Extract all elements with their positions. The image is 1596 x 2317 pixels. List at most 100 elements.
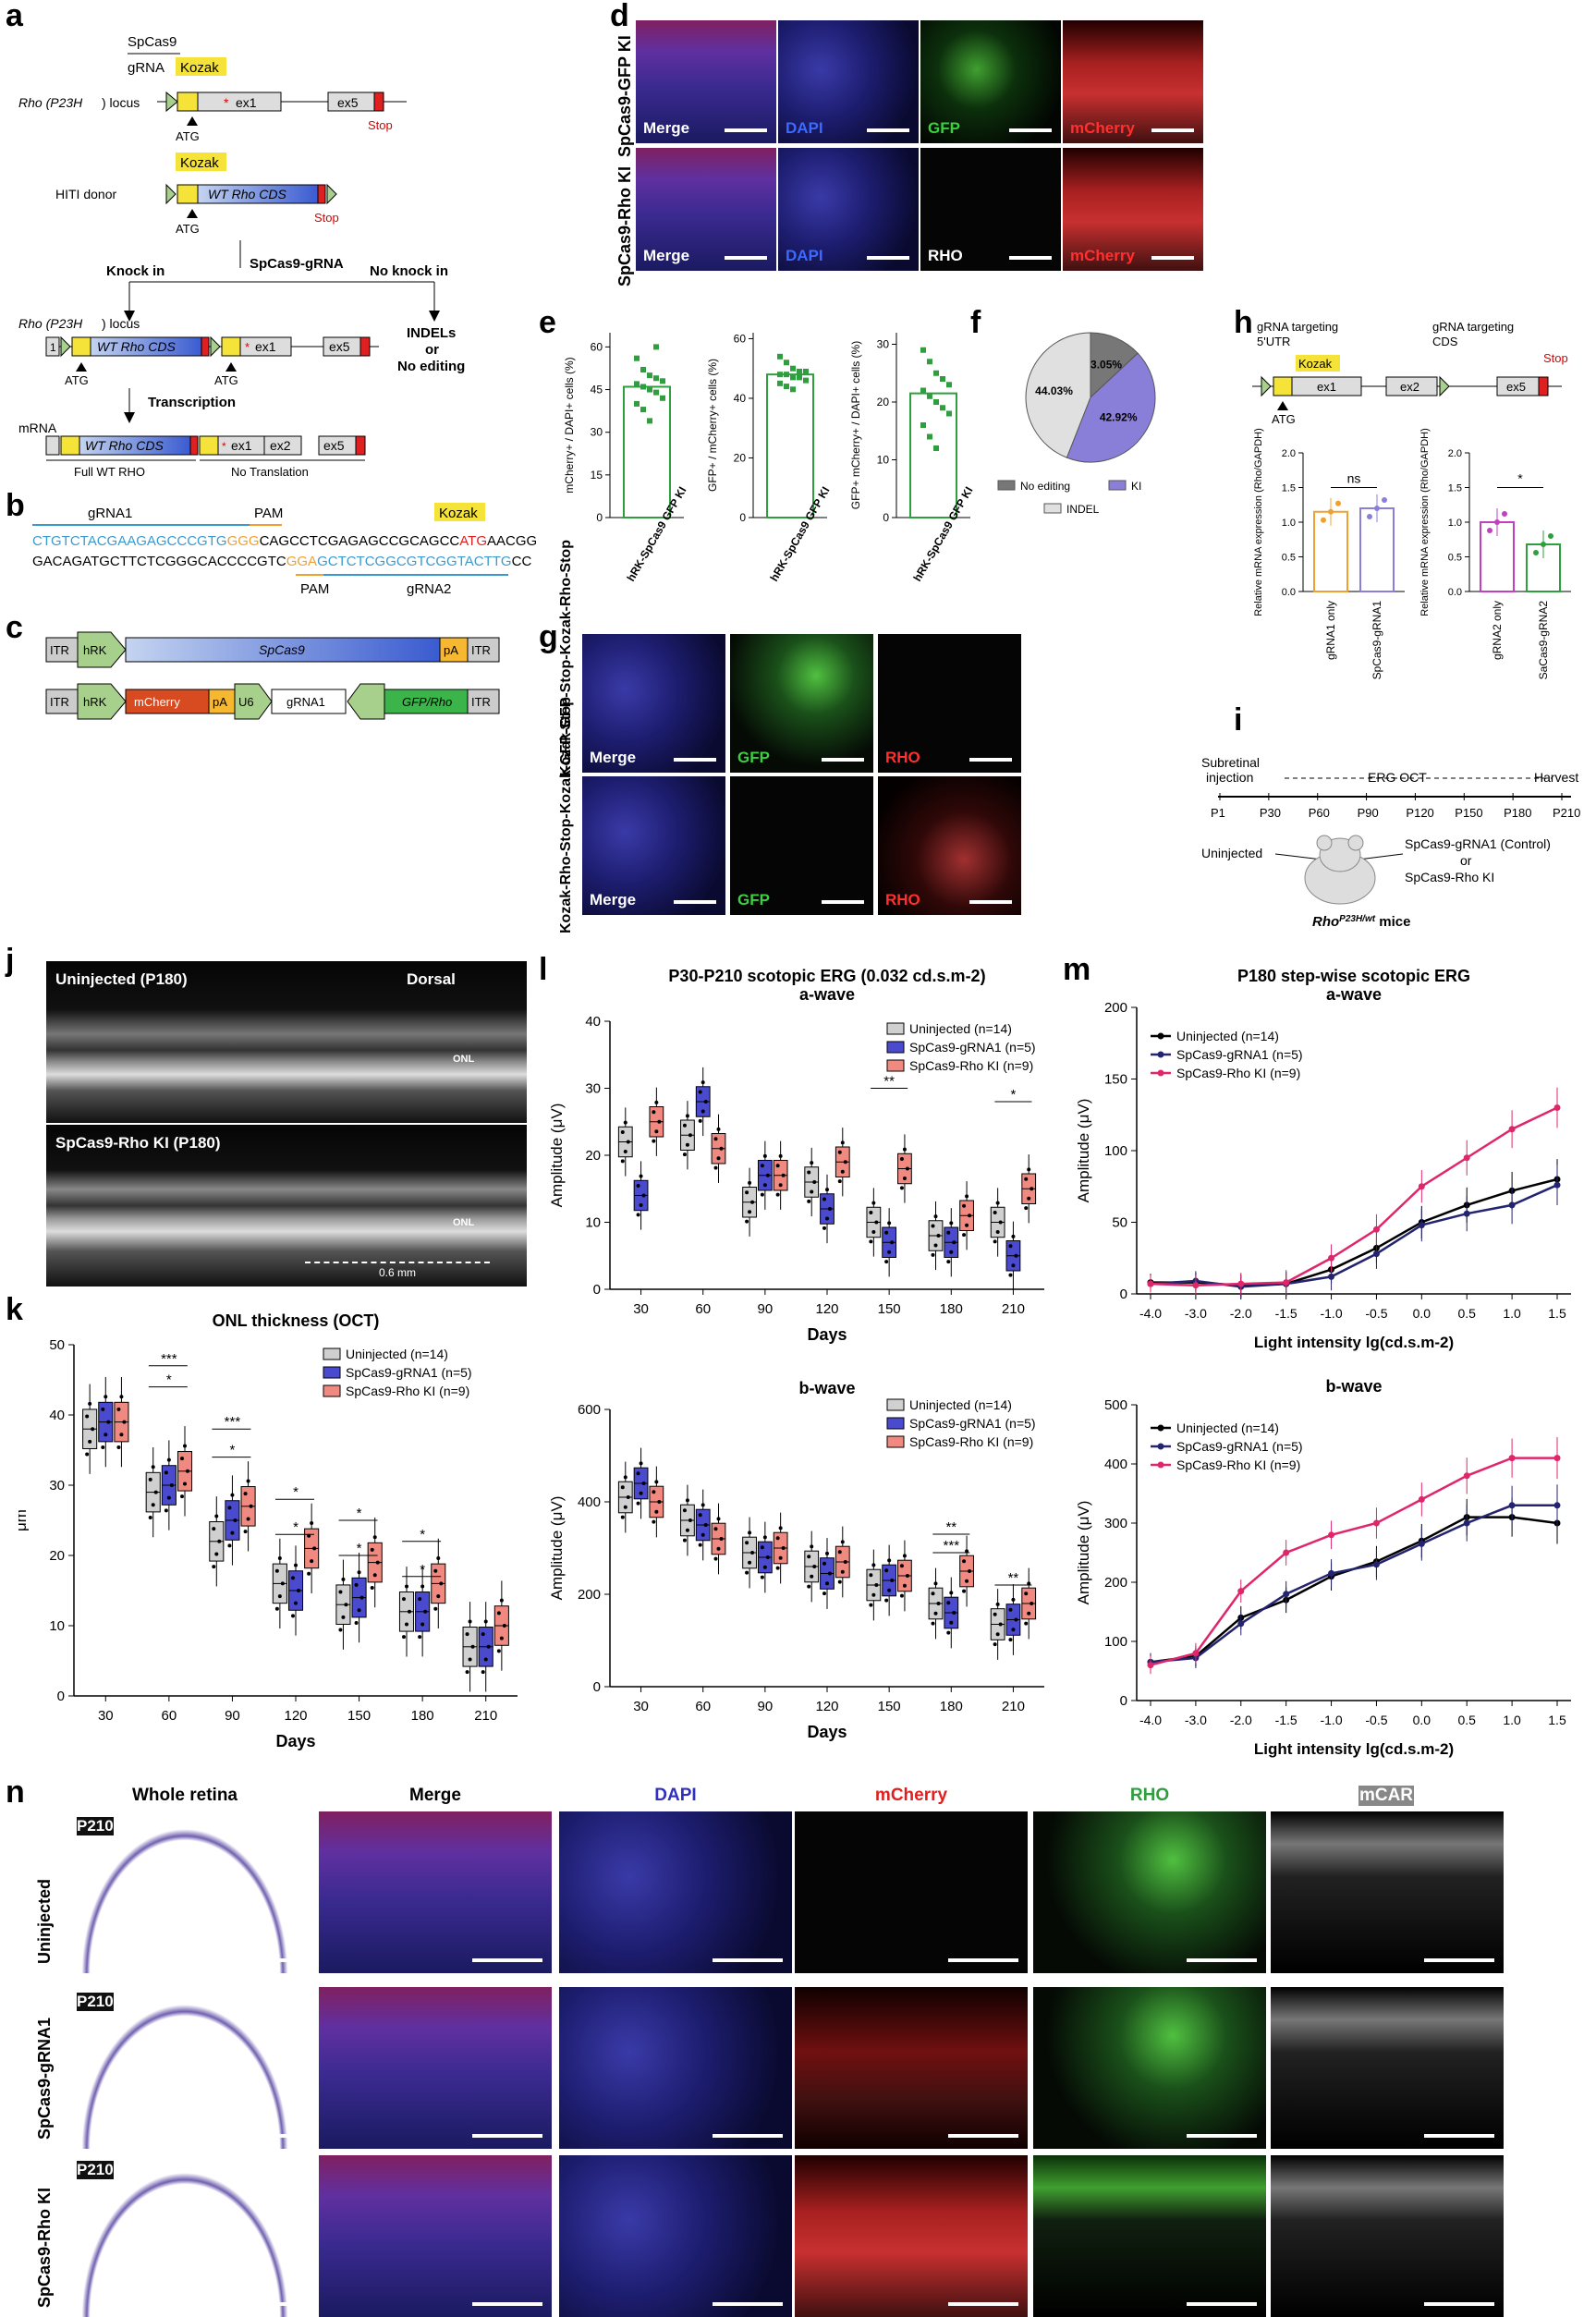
e-point xyxy=(927,433,932,440)
pie-label: 44.03% xyxy=(1035,384,1073,397)
j-oct-bottom: SpCas9-Rho KI (P180) ONL 0.6 mm xyxy=(46,1125,527,1287)
i-harvest: Harvest xyxy=(1534,770,1578,785)
box-point xyxy=(183,1482,187,1486)
x-tick-label: 1.5 xyxy=(1548,1306,1566,1321)
box-point xyxy=(88,1401,92,1406)
e-point xyxy=(927,359,932,365)
x-tick-label: 30 xyxy=(633,1699,649,1714)
box-point xyxy=(869,1211,873,1215)
panel-label-c: c xyxy=(6,610,23,645)
legend-swatch xyxy=(323,1384,341,1397)
box-point xyxy=(748,1530,752,1535)
x-tick-label: 60 xyxy=(695,1301,711,1317)
box-point xyxy=(931,1224,935,1228)
pie-label: 42.92% xyxy=(1100,411,1138,424)
sig-mark: * xyxy=(230,1443,236,1458)
box-point xyxy=(931,1621,935,1626)
box-point xyxy=(436,1594,441,1599)
h-stop-box xyxy=(1538,376,1549,396)
box-point xyxy=(688,1518,692,1522)
box-point xyxy=(869,1603,873,1607)
sig-mark: ** xyxy=(945,1519,956,1535)
box-point xyxy=(372,1535,377,1540)
box-point xyxy=(654,1100,659,1104)
n-col-merge: Merge xyxy=(409,1786,461,1805)
series-point xyxy=(1192,1650,1200,1657)
panel-f-pie: 13.05% 42.92% 44.03% No editing KI INDEL xyxy=(997,332,1156,516)
box-point xyxy=(682,1152,687,1157)
box-point xyxy=(1008,1638,1013,1642)
h-ytick-label: 2.0 xyxy=(1282,448,1296,459)
panel-label-k: k xyxy=(6,1292,23,1327)
box-point xyxy=(828,1207,832,1211)
x-tick-label: 90 xyxy=(758,1699,774,1714)
legend-marker xyxy=(1157,1443,1164,1450)
box-point xyxy=(750,1551,755,1555)
y-tick-label: 50 xyxy=(1112,1215,1127,1231)
box-point xyxy=(470,1644,475,1649)
legend-swatch xyxy=(886,1417,905,1430)
y-tick-label: 40 xyxy=(49,1408,65,1423)
d-row2-merge: Merge xyxy=(636,148,776,271)
e-point xyxy=(946,382,952,388)
box-point xyxy=(496,1611,501,1616)
chart-subtitle: a-wave xyxy=(1326,985,1382,1004)
c-itr2: ITR xyxy=(471,643,491,657)
n-r1-merge xyxy=(319,1987,552,2149)
n-r2-mcherry xyxy=(795,2155,1028,2317)
box-point xyxy=(623,1120,627,1125)
h-point xyxy=(1533,550,1539,555)
box-point xyxy=(119,1395,124,1399)
e-ytick-label: 10 xyxy=(877,454,890,467)
box-point xyxy=(810,1161,814,1165)
d-row1-gfp: GFP xyxy=(920,20,1061,143)
series-point xyxy=(1372,1250,1380,1258)
e-xlabel: hRK-SpCas9 GFP KI xyxy=(910,484,975,583)
a-locus1: Rho (P23H xyxy=(18,95,83,110)
box-point xyxy=(902,1583,907,1588)
box-point xyxy=(899,1564,904,1568)
g-row2-merge: Merge xyxy=(582,776,725,915)
box-point xyxy=(933,1581,938,1586)
box-point xyxy=(698,1513,702,1518)
b-grna2: gRNA2 xyxy=(407,581,451,597)
y-tick-label: 0 xyxy=(593,1679,601,1695)
legend-label: Uninjected (n=14) xyxy=(346,1347,448,1361)
j-dorsal: Dorsal xyxy=(407,970,456,988)
box-point xyxy=(995,1229,1000,1234)
e-point xyxy=(927,393,932,399)
y-tick-label: 150 xyxy=(1104,1072,1127,1088)
box-point xyxy=(227,1506,232,1510)
box-point xyxy=(775,1192,780,1197)
x-tick-label: 180 xyxy=(411,1708,434,1724)
c-u6: U6 xyxy=(238,695,254,709)
x-tick-label: 90 xyxy=(758,1301,774,1317)
h-ex5-label: ex5 xyxy=(1506,380,1526,394)
e-point xyxy=(640,384,646,390)
a-ex5c: ex5 xyxy=(323,438,345,453)
micrograph-label: mCherry xyxy=(1070,247,1135,264)
panel-label-j: j xyxy=(6,943,15,978)
panel-label-e: e xyxy=(539,305,556,340)
scale-bar xyxy=(713,2302,783,2306)
series-point xyxy=(1372,1519,1380,1527)
e-point xyxy=(933,370,939,376)
box-point xyxy=(884,1568,889,1573)
box-point xyxy=(962,1559,967,1564)
legend-swatch xyxy=(886,1041,905,1054)
box-point xyxy=(685,1498,689,1503)
box-point xyxy=(481,1670,485,1675)
box-point xyxy=(307,1571,311,1576)
box-point xyxy=(843,1560,847,1564)
h-target1 xyxy=(1261,375,1272,397)
box-point xyxy=(962,1233,967,1238)
series-point xyxy=(1508,1201,1516,1209)
box-point xyxy=(101,1407,105,1411)
h-sig: ns xyxy=(1347,471,1361,486)
box-point xyxy=(760,1575,764,1579)
n-r1-whole-retina: P210 xyxy=(69,1987,300,2149)
box-point xyxy=(338,1628,343,1632)
micrograph-label: RHO xyxy=(928,247,963,264)
a-ex1b: ex1 xyxy=(255,339,276,354)
box-point xyxy=(682,1508,687,1513)
